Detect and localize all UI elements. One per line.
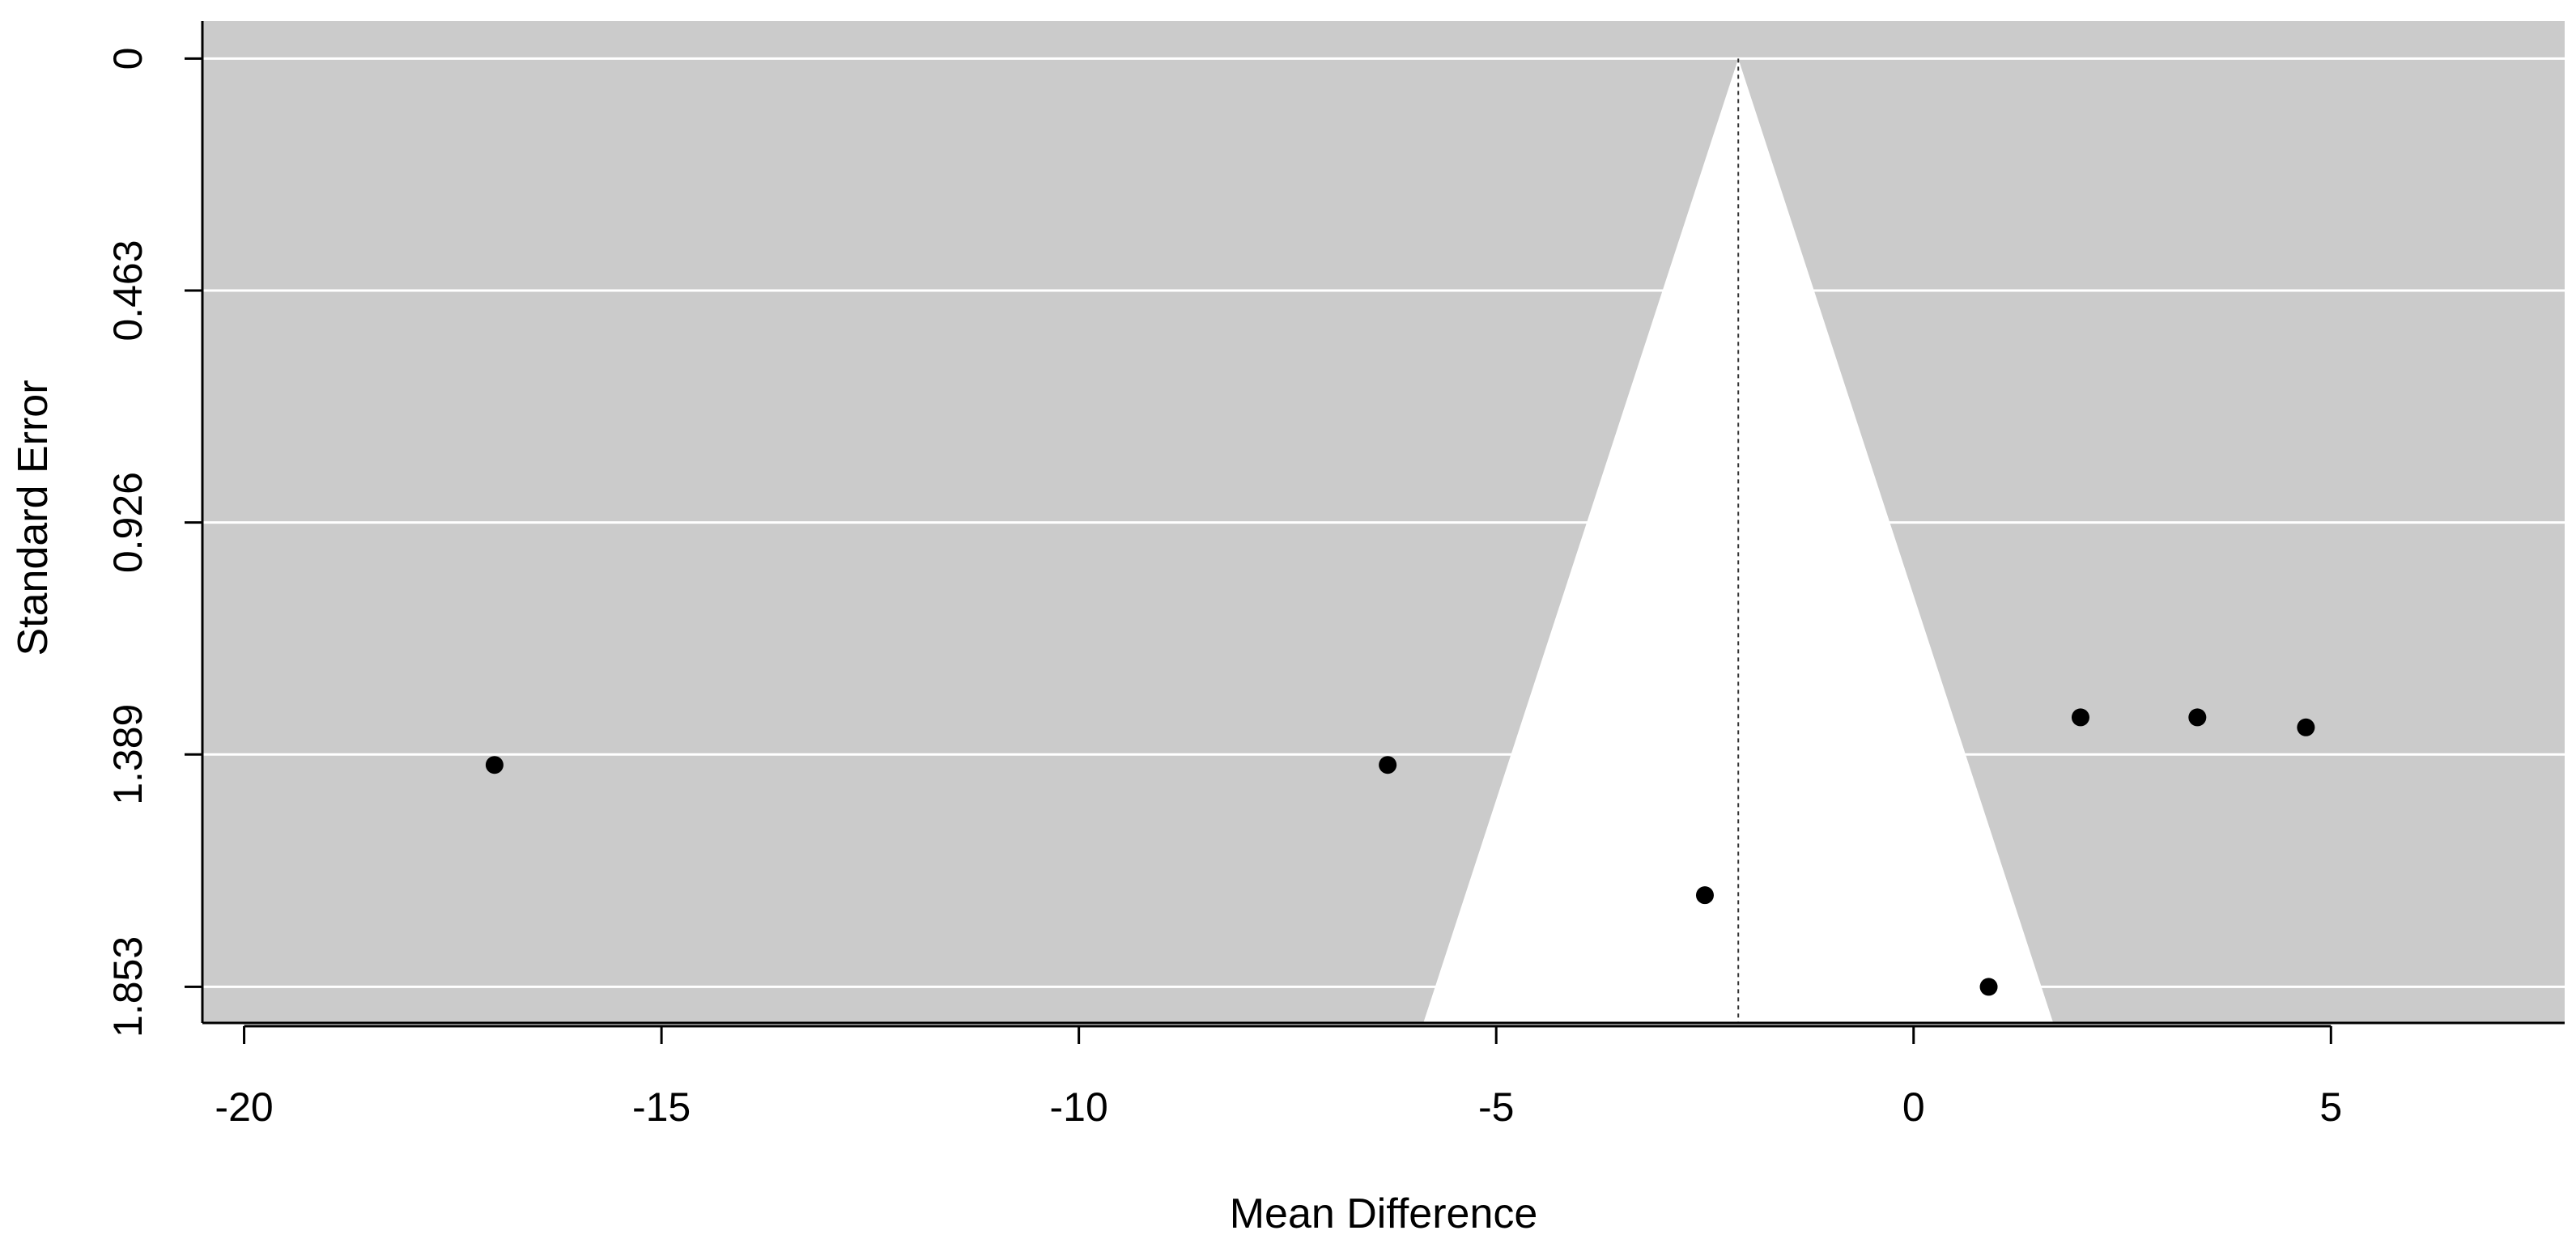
y-tick-label-3: 1.389 xyxy=(105,704,151,805)
data-point-2 xyxy=(1695,886,1714,905)
data-point-0 xyxy=(485,756,504,774)
y-tick-label-4: 1.853 xyxy=(105,936,151,1037)
y-tick-label-1: 0.463 xyxy=(105,240,151,341)
x-tick-label-5: 5 xyxy=(2319,1084,2342,1130)
x-tick-label-0: -20 xyxy=(215,1084,273,1130)
gridlines xyxy=(202,57,2565,988)
y-tick-label-2: 0.926 xyxy=(105,472,151,573)
y-axis-title: Standard Error xyxy=(10,380,57,656)
data-point-3 xyxy=(1979,978,1998,996)
x-axis: -20 -15 -10 -5 0 5 xyxy=(215,1025,2342,1130)
data-points xyxy=(485,708,2315,996)
x-tick-label-2: -10 xyxy=(1050,1084,1108,1130)
data-point-5 xyxy=(2188,708,2207,727)
x-axis-title: Mean Difference xyxy=(1230,1190,1538,1237)
funnel-region xyxy=(1423,58,2054,1023)
y-tick-label-0: 0 xyxy=(105,48,151,70)
x-tick-label-3: -5 xyxy=(1478,1084,1514,1130)
data-point-1 xyxy=(1379,756,1397,774)
y-axis: 0 0.463 0.926 1.389 1.853 xyxy=(105,48,202,1037)
x-tick-label-4: 0 xyxy=(1902,1084,1925,1130)
data-point-4 xyxy=(2071,708,2089,727)
x-tick-label-1: -15 xyxy=(632,1084,691,1130)
data-point-6 xyxy=(2297,718,2315,736)
